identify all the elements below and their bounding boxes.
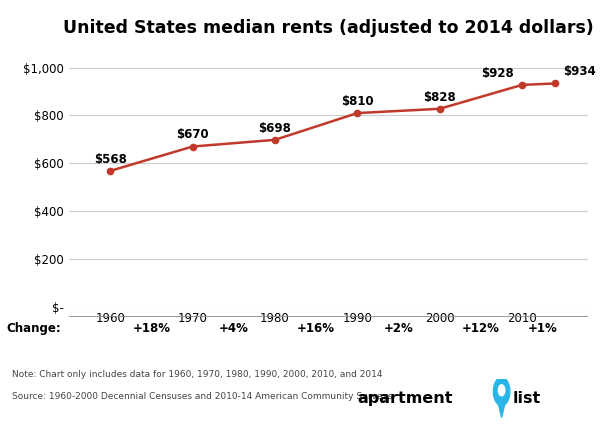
Text: $670: $670 (176, 128, 209, 141)
Text: $828: $828 (424, 91, 456, 103)
Text: +2%: +2% (383, 322, 413, 335)
Text: $928: $928 (481, 67, 514, 80)
Polygon shape (496, 392, 508, 417)
Polygon shape (499, 385, 505, 396)
Polygon shape (493, 377, 510, 406)
Text: $698: $698 (259, 122, 292, 134)
Text: +18%: +18% (133, 322, 170, 335)
Text: apartment: apartment (357, 391, 452, 406)
Text: Source: 1960-2000 Decennial Censuses and 2010-14 American Community Surveys: Source: 1960-2000 Decennial Censuses and… (12, 392, 392, 401)
Title: United States median rents (adjusted to 2014 dollars): United States median rents (adjusted to … (63, 19, 594, 37)
Text: $568: $568 (94, 153, 127, 166)
Text: +16%: +16% (297, 322, 335, 335)
Text: +4%: +4% (219, 322, 248, 335)
Text: $934: $934 (563, 65, 596, 78)
Text: list: list (513, 391, 541, 406)
Text: Change:: Change: (6, 322, 61, 335)
Text: +12%: +12% (462, 322, 500, 335)
Text: +1%: +1% (528, 322, 557, 335)
Text: Note: Chart only includes data for 1960, 1970, 1980, 1990, 2000, 2010, and 2014: Note: Chart only includes data for 1960,… (12, 370, 383, 379)
Text: $810: $810 (341, 95, 374, 108)
